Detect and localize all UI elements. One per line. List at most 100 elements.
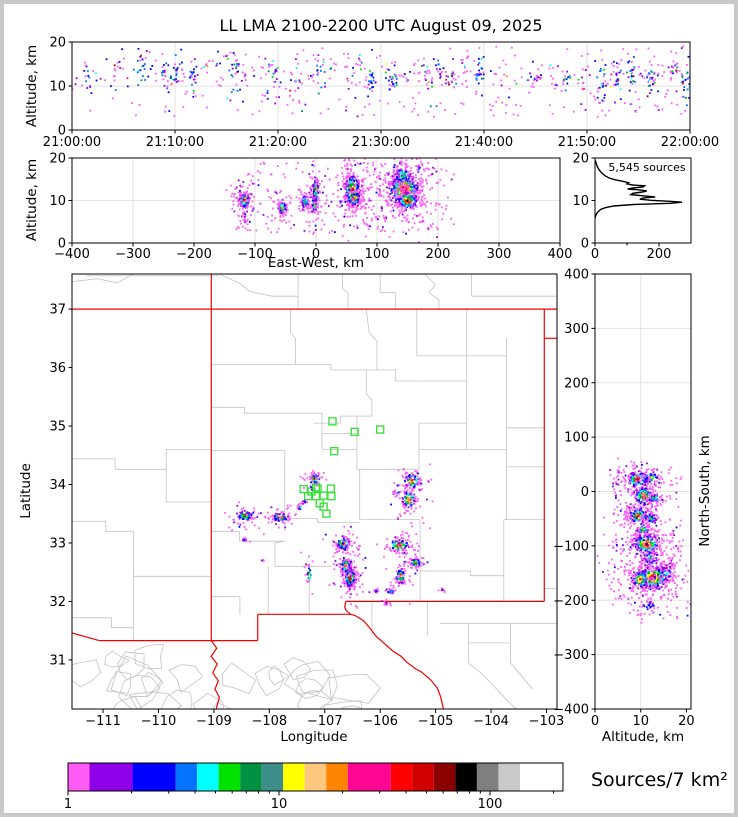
- source-point: [390, 204, 392, 207]
- source-point: [318, 199, 321, 202]
- source-point: [343, 574, 345, 577]
- source-point: [400, 158, 403, 160]
- source-point: [410, 177, 413, 179]
- source-point: [230, 74, 233, 76]
- source-point: [304, 501, 307, 504]
- source-point: [418, 201, 421, 204]
- source-point: [247, 195, 249, 198]
- source-point: [316, 198, 319, 201]
- source-point: [251, 175, 254, 177]
- source-point: [389, 196, 391, 199]
- source-point: [357, 178, 359, 181]
- source-point: [361, 571, 364, 574]
- source-point: [238, 194, 241, 197]
- source-point: [260, 559, 263, 562]
- source-point: [387, 79, 390, 82]
- source-point: [637, 479, 640, 482]
- source-point: [276, 509, 278, 511]
- source-point: [238, 198, 241, 201]
- source-point: [262, 213, 265, 216]
- source-point: [647, 480, 650, 483]
- source-point: [313, 179, 316, 182]
- source-point: [407, 484, 410, 486]
- source-point: [278, 209, 280, 211]
- source-point: [346, 569, 348, 572]
- source-point: [356, 593, 359, 596]
- source-point: [403, 572, 406, 575]
- source-point: [405, 492, 408, 495]
- source-point: [405, 159, 408, 162]
- source-point: [640, 461, 643, 463]
- source-point: [304, 205, 306, 207]
- source-point: [410, 557, 413, 560]
- source-point: [365, 76, 368, 79]
- source-point: [447, 196, 449, 199]
- source-point: [405, 202, 408, 205]
- source-point: [633, 81, 636, 83]
- source-point: [394, 536, 397, 539]
- source-point: [402, 503, 405, 506]
- source-point: [414, 486, 417, 489]
- source-point: [409, 474, 411, 476]
- source-point: [503, 73, 505, 76]
- source-point: [481, 94, 483, 97]
- source-point: [236, 504, 239, 507]
- source-point: [384, 199, 387, 202]
- source-point: [670, 77, 673, 79]
- source-point: [399, 183, 402, 186]
- source-point: [377, 225, 380, 228]
- source-point: [353, 588, 356, 591]
- source-point: [642, 496, 645, 499]
- source-point: [386, 538, 388, 541]
- source-point: [663, 71, 666, 74]
- source-point: [354, 577, 357, 579]
- source-point: [430, 478, 433, 481]
- source-point: [297, 504, 300, 506]
- source-point: [357, 182, 360, 184]
- source-point: [245, 206, 248, 209]
- source-point: [279, 81, 282, 84]
- source-point: [346, 164, 349, 167]
- source-point: [395, 204, 398, 206]
- source-point: [387, 195, 389, 198]
- source-point: [416, 480, 418, 483]
- source-point: [305, 206, 308, 209]
- mexico-municipio-boundary: [283, 657, 312, 680]
- source-point: [300, 551, 303, 554]
- source-point: [619, 98, 622, 101]
- source-point: [399, 169, 402, 172]
- source-point: [316, 73, 319, 76]
- source-point: [397, 190, 400, 193]
- source-point: [316, 475, 319, 478]
- source-point: [634, 503, 637, 506]
- source-point: [407, 479, 409, 482]
- source-point: [349, 563, 352, 566]
- source-point: [353, 183, 355, 186]
- source-point: [242, 225, 244, 228]
- source-point: [250, 516, 253, 518]
- source-point: [308, 475, 311, 478]
- source-point: [358, 193, 360, 195]
- source-point: [649, 485, 651, 488]
- source-point: [239, 512, 242, 514]
- source-point: [411, 564, 413, 566]
- source-point: [639, 72, 642, 75]
- source-point: [444, 82, 447, 85]
- source-point: [645, 480, 648, 483]
- source-point: [465, 57, 468, 59]
- source-point: [271, 59, 274, 62]
- source-point: [194, 75, 196, 78]
- source-point: [581, 88, 584, 91]
- source-point: [394, 545, 396, 548]
- source-point: [308, 580, 311, 583]
- source-point: [436, 68, 438, 71]
- source-point: [385, 588, 388, 591]
- source-point: [246, 197, 248, 200]
- source-point: [581, 68, 584, 71]
- source-point: [400, 178, 402, 181]
- source-point: [413, 500, 416, 502]
- source-point: [316, 477, 319, 480]
- source-point: [415, 558, 418, 561]
- source-point: [564, 89, 567, 92]
